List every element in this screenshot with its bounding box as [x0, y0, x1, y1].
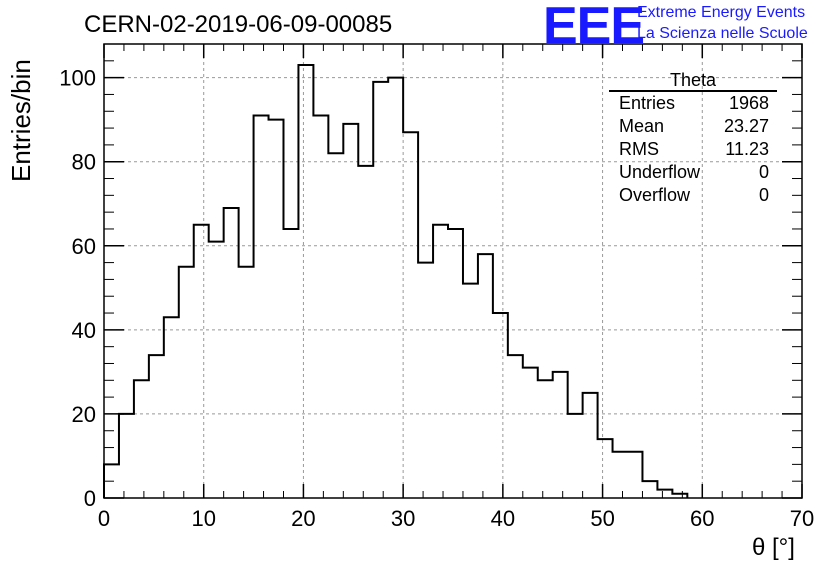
stats-label: Overflow [619, 185, 691, 205]
histogram-bin [478, 254, 493, 498]
histogram-bin [179, 267, 194, 498]
histogram-bin [463, 284, 478, 498]
grid-lines [104, 44, 802, 498]
x-tick-label: 60 [690, 506, 714, 531]
x-tick-label: 30 [391, 506, 415, 531]
histogram-bin [598, 439, 613, 498]
stats-row-overflow: Overflow 0 [609, 184, 777, 207]
y-tick-label: 20 [72, 402, 96, 427]
histogram-bin [642, 481, 657, 498]
x-tick-label: 40 [491, 506, 515, 531]
histogram-bin [224, 208, 239, 498]
stats-value: 23.27 [723, 116, 769, 136]
stats-value: 1968 [728, 93, 769, 113]
stats-row-entries: Entries 1968 [609, 92, 777, 115]
plot-frame [103, 43, 803, 499]
histogram-bin [209, 242, 224, 498]
y-tick-label: 0 [84, 486, 96, 511]
histogram-bin [269, 120, 284, 498]
stats-value: 0 [758, 185, 769, 205]
histogram-bin [568, 414, 583, 498]
histogram-bin [119, 414, 134, 498]
x-tick-label: 10 [191, 506, 215, 531]
histogram-bin [239, 267, 254, 498]
histogram-bin [538, 380, 553, 498]
stats-label: Mean [619, 116, 665, 136]
stats-value: 11.23 [725, 139, 769, 159]
stats-box: Theta Entries 1968 Mean 23.27 RMS 11.23 Und… [609, 70, 777, 207]
histogram-bin [134, 380, 149, 498]
stats-row-rms: RMS 11.23 [609, 138, 777, 161]
stats-row-underflow: Underflow 0 [609, 161, 777, 184]
histogram-bin [433, 225, 448, 498]
histogram-bin [523, 368, 538, 498]
histogram-bin [553, 372, 568, 498]
x-tick-label: 50 [590, 506, 614, 531]
eee-logo: EEE [543, 0, 645, 55]
x-tick-label: 70 [790, 506, 814, 531]
histogram-bin [328, 153, 343, 498]
histogram-bins [104, 65, 687, 498]
histogram-bin [164, 317, 179, 498]
chart-title: CERN-02-2019-06-09-00085 [84, 11, 393, 38]
y-tick-label: 60 [72, 234, 96, 259]
histogram-bin [657, 490, 672, 498]
x-axis-ticks: 0 10 20 30 40 50 60 70 [98, 44, 814, 531]
histogram-series-line [103, 64, 689, 498]
histogram-bin [583, 393, 598, 498]
histogram-bin [418, 263, 433, 498]
y-tick-label: 40 [72, 318, 96, 343]
stats-row-mean: Mean 23.27 [609, 115, 777, 138]
x-axis-label: θ [°] [752, 534, 795, 561]
histogram-bin [613, 452, 628, 498]
x-tick-label: 0 [98, 506, 110, 531]
histogram-bin [628, 452, 643, 498]
histogram-bin [313, 115, 328, 498]
y-tick-label: 80 [72, 150, 96, 175]
histogram-bin [358, 166, 373, 498]
histogram-bin [388, 78, 403, 498]
histogram-bin [254, 115, 269, 498]
histogram-bin [194, 225, 209, 498]
histogram-bin [283, 229, 298, 498]
histogram-bin [403, 132, 418, 498]
histogram-bin [298, 65, 313, 498]
histogram-bin [508, 355, 523, 498]
histogram-bin [149, 355, 164, 498]
histogram-bin [493, 313, 508, 498]
stats-label: Underflow [619, 162, 701, 182]
stats-label: Entries [619, 93, 676, 113]
brand-line-1: Extreme Energy Events [637, 4, 806, 21]
brand-line-2: La Scienza nelle Scuole [637, 25, 808, 42]
histogram-bin [448, 229, 463, 498]
stats-label: RMS [619, 139, 659, 159]
y-tick-label: 100 [59, 66, 96, 91]
stats-value: 0 [758, 162, 769, 182]
y-axis-ticks: 0 20 40 60 80 100 [59, 43, 802, 511]
histogram-bin [343, 124, 358, 498]
histogram-bin [373, 82, 388, 498]
stats-title: Theta [609, 70, 777, 92]
y-axis-label: Entries/bin [6, 59, 36, 182]
x-tick-label: 20 [291, 506, 315, 531]
